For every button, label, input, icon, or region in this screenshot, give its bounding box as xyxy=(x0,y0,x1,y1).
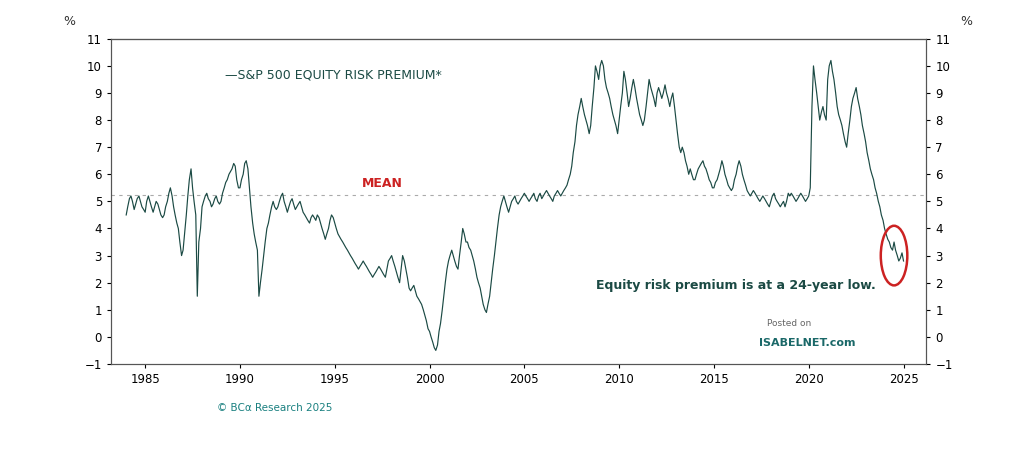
Text: MEAN: MEAN xyxy=(361,177,402,190)
Text: © BCα Research 2025: © BCα Research 2025 xyxy=(217,403,333,413)
Text: %: % xyxy=(63,15,76,28)
Text: —S&P 500 EQUITY RISK PREMIUM*: —S&P 500 EQUITY RISK PREMIUM* xyxy=(225,68,442,81)
Text: Equity risk premium is at a 24-year low.: Equity risk premium is at a 24-year low. xyxy=(596,280,876,292)
Text: Posted on: Posted on xyxy=(767,319,812,328)
Text: %: % xyxy=(961,15,973,28)
Text: ISABELNET.com: ISABELNET.com xyxy=(759,338,856,348)
